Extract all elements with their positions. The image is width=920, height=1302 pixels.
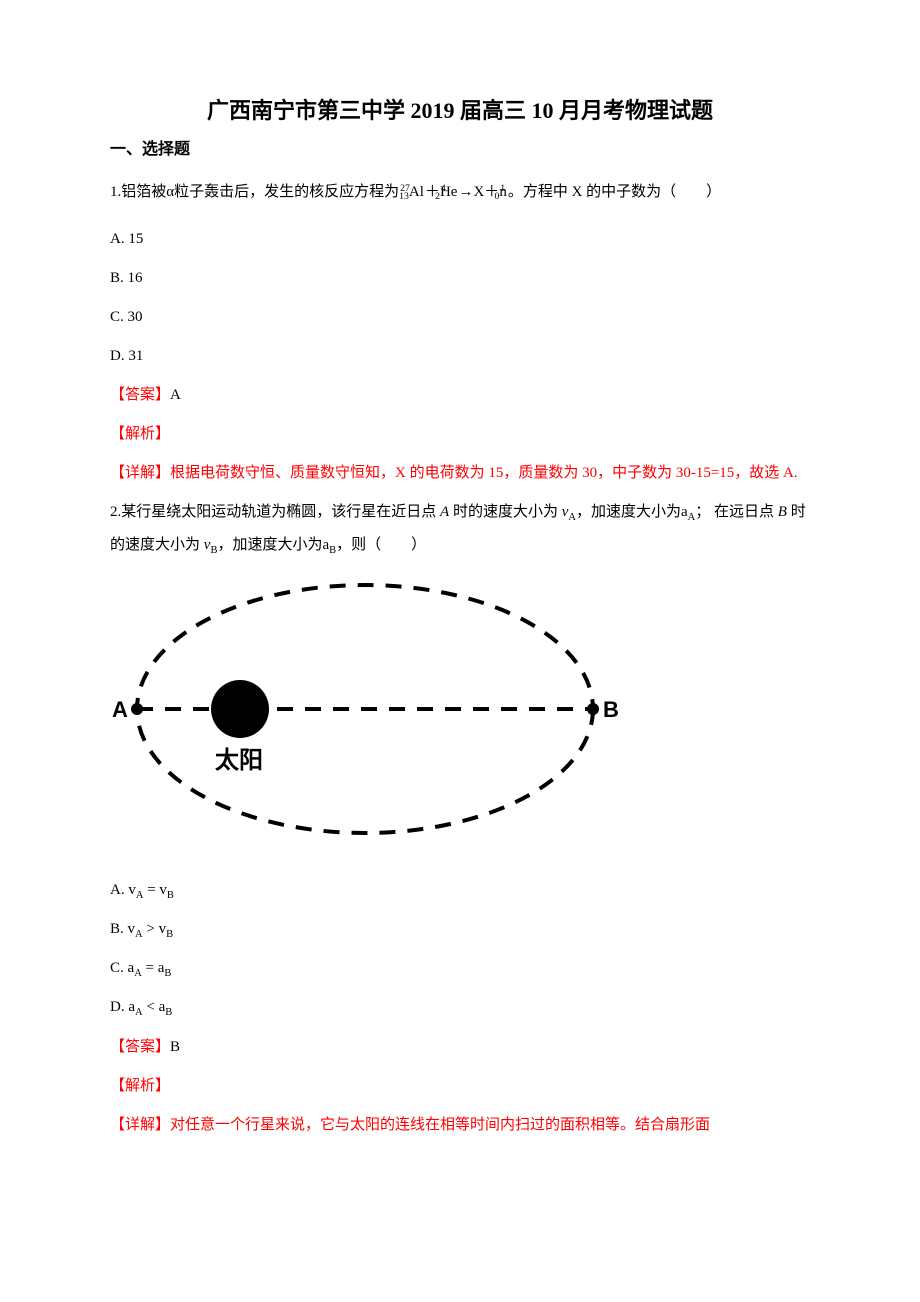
q1-text: 1.铝箔被α粒子轰击后，发生的核反应方程为2713Al＋42He→X＋10n。方…: [110, 176, 810, 209]
q1-prefix: 1.铝箔被α粒子轰击后，发生的核反应方程为: [110, 184, 399, 200]
nuclide-n: 10n: [500, 176, 507, 209]
q2-text: 2.某行星绕太阳运动轨道为椭圆，该行星在近日点 A 时的速度大小为 vA，加速度…: [110, 496, 810, 562]
q2-optD-a1: a: [128, 999, 135, 1015]
q1-optC: C. 30: [110, 301, 810, 334]
q1-answer: 【答案】A: [110, 379, 810, 412]
orbit-diagram: A B 太阳: [110, 576, 620, 856]
q2-B: B: [778, 504, 787, 520]
label-b: B: [603, 697, 619, 722]
q2-A: A: [440, 504, 449, 520]
q1-suffix: 。方程中 X 的中子数为（ ）: [508, 184, 721, 200]
nuclide-al: 2713Al: [400, 176, 424, 209]
orbit-svg: A B 太阳: [110, 576, 620, 846]
q1-optA: A. 15: [110, 223, 810, 256]
q2-optB: B. vA > vB: [110, 913, 810, 946]
label-sun: 太阳: [215, 747, 263, 774]
exam-title: 广西南宁市第三中学 2019 届高三 10 月月考物理试题: [110, 100, 810, 122]
nuclide-he: 42He: [441, 176, 458, 209]
q1-optD: D. 31: [110, 340, 810, 373]
q1-analysis: 【解析】: [110, 418, 810, 451]
q2-optC-prefix: C.: [110, 960, 128, 976]
q1-optB: B. 16: [110, 262, 810, 295]
q2-l2-end: ，加速度大小为a: [217, 537, 329, 553]
q2-optB-gt: >: [143, 921, 159, 937]
q2-answer-value: B: [170, 1039, 180, 1055]
q2-l2-final: ，则（ ）: [336, 537, 426, 553]
q2-optA-eq: =: [143, 882, 159, 898]
q2-l1-end: ，加速度大小为a: [576, 504, 688, 520]
q1-answer-value: A: [170, 387, 181, 403]
q2-optC: C. aA = aB: [110, 952, 810, 985]
q2-l1-mid: 时的速度大小为: [449, 504, 562, 520]
q2-detail: 【详解】对任意一个行星来说，它与太阳的连线在相等时间内扫过的面积相等。结合扇形面: [110, 1109, 810, 1142]
q2-optB-v2: v: [159, 921, 167, 937]
label-a: A: [112, 697, 128, 722]
q2-optD-prefix: D.: [110, 999, 128, 1015]
q2-optB-v1: v: [128, 921, 136, 937]
q2-answer: 【答案】B: [110, 1031, 810, 1064]
q2-optA-v2: v: [159, 882, 167, 898]
q2-optB-prefix: B.: [110, 921, 128, 937]
q2-l2: 在远日点: [714, 504, 778, 520]
q2-l1: 2.某行星绕太阳运动轨道为椭圆，该行星在近日点: [110, 504, 440, 520]
q2-optA: A. vA = vB: [110, 874, 810, 907]
q2-optC-eq: =: [142, 960, 158, 976]
section-heading: 一、选择题: [110, 142, 810, 158]
point-a: [131, 703, 143, 715]
sun-circle: [211, 680, 269, 738]
q2-optD-lt: <: [143, 999, 159, 1015]
q2-l1-semi: ；: [695, 504, 710, 520]
q2-answer-label: 【答案】: [110, 1039, 170, 1055]
q1-detail: 【详解】根据电荷数守恒、质量数守恒知，X 的电荷数为 15，质量数为 30，中子…: [110, 457, 810, 490]
q2-analysis: 【解析】: [110, 1070, 810, 1103]
q2-optA-prefix: A.: [110, 882, 128, 898]
q1-answer-label: 【答案】: [110, 387, 170, 403]
q2-optA-v1: v: [128, 882, 136, 898]
q2-optD: D. aA < aB: [110, 991, 810, 1024]
point-b: [587, 703, 599, 715]
